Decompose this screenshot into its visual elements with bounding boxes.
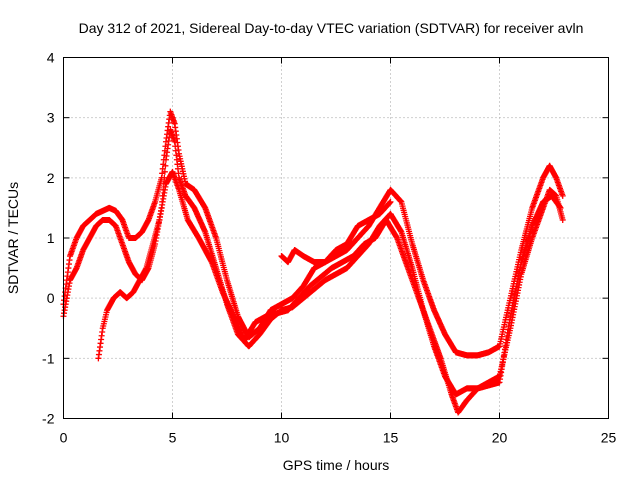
data-point	[162, 162, 169, 169]
x-tick-label: 20	[492, 430, 508, 446]
data-point	[559, 192, 566, 199]
chart-title: Day 312 of 2021, Sidereal Day-to-day VTE…	[79, 20, 584, 36]
data-points	[60, 108, 566, 416]
y-tick-label: -2	[42, 411, 55, 427]
data-point	[559, 216, 566, 223]
x-axis-label: GPS time / hours	[283, 457, 390, 473]
x-tick-label: 0	[60, 430, 68, 446]
y-tick-label: 3	[47, 110, 55, 126]
plot-frame	[63, 57, 609, 419]
y-tick-label: 2	[47, 170, 55, 186]
x-tick-label: 10	[274, 430, 290, 446]
y-tick-label: 4	[47, 50, 55, 66]
x-tick-label: 25	[601, 430, 617, 446]
data-point	[557, 204, 564, 211]
y-tick-label: 0	[47, 290, 55, 306]
data-point	[161, 168, 168, 175]
y-tick-label: -1	[42, 350, 55, 366]
x-tick-label: 15	[383, 430, 399, 446]
y-tick-label: 1	[47, 230, 55, 246]
grid	[63, 57, 609, 419]
y-axis-label: SDTVAR / TECUs	[5, 182, 21, 294]
data-point	[387, 198, 394, 205]
x-tick-label: 5	[169, 430, 177, 446]
